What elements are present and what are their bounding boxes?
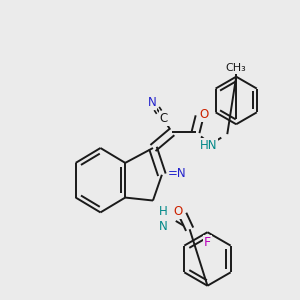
Text: CH₃: CH₃ (226, 63, 247, 73)
Text: H
N: H N (159, 206, 168, 233)
Text: C: C (160, 112, 168, 125)
Text: F: F (204, 236, 211, 249)
Text: HN: HN (200, 139, 217, 152)
Text: O: O (200, 108, 209, 121)
Text: O: O (173, 205, 182, 218)
Text: N: N (148, 96, 156, 109)
Text: =N: =N (168, 167, 187, 180)
